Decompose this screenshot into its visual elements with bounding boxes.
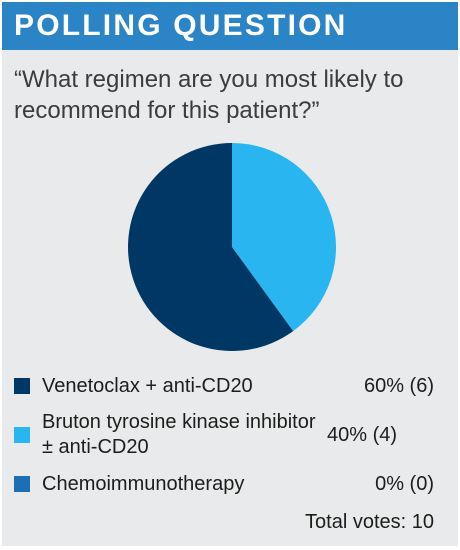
legend-swatch-venetoclax [14, 378, 30, 394]
legend-row-venetoclax: Venetoclax + anti-CD20 60% (6) [14, 367, 434, 405]
pie-slice-0 [128, 143, 294, 351]
legend-row-btk-inhibitor: Bruton tyrosine kinase inhibitor ± anti-… [14, 405, 434, 465]
poll-question: “What regimen are you most likely to rec… [14, 66, 404, 124]
legend-label-btk-inhibitor: Bruton tyrosine kinase inhibitor ± anti-… [42, 411, 316, 458]
legend-swatch-chemoimmunotherapy [14, 476, 30, 492]
legend-label-chemoimmunotherapy: Chemoimmunotherapy [42, 472, 245, 495]
pie-slice-1 [232, 143, 337, 332]
legend: Venetoclax + anti-CD20 60% (6) Bruton ty… [14, 367, 434, 503]
legend-value-btk-inhibitor: 40% (4) [327, 423, 398, 446]
legend-row-chemoimmunotherapy: Chemoimmunotherapy 0% (0) [14, 465, 434, 503]
total-votes: Total votes: 10 [305, 511, 434, 533]
legend-label-venetoclax: Venetoclax + anti-CD20 [42, 374, 253, 397]
legend-value-chemoimmunotherapy: 0% (0) [375, 472, 434, 495]
header-title: POLLING QUESTION [14, 9, 348, 42]
legend-swatch-btk-inhibitor [14, 427, 30, 443]
pie-chart [128, 143, 337, 351]
header-bar: POLLING QUESTION [2, 2, 458, 50]
legend-value-venetoclax: 60% (6) [363, 374, 434, 397]
